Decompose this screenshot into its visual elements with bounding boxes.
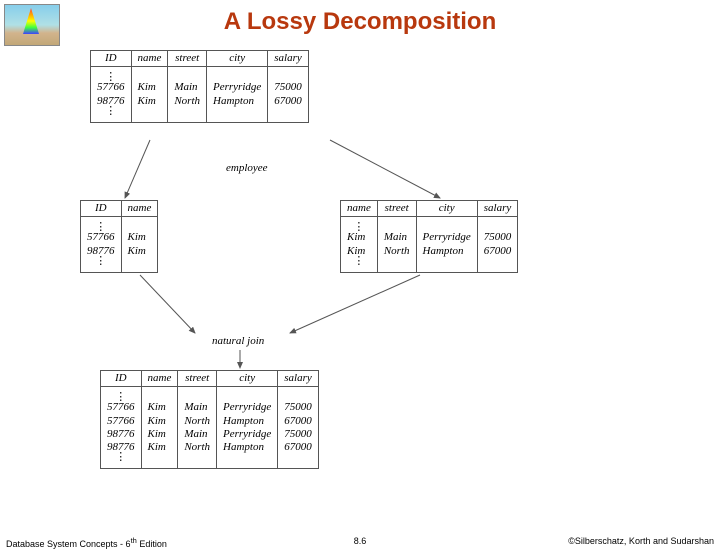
cell: 98776 [107,428,135,441]
cell: 57766 [107,401,135,414]
employee-label: employee [226,162,268,174]
cell: Perryridge [423,231,471,244]
natural-join-label: natural join [212,335,264,347]
col-salary: salary [477,201,518,217]
col-city: city [416,201,477,217]
col-salary: salary [268,51,309,67]
cell: Kim [347,231,371,244]
table-body: ⋮ 57766 57766 98776 98776 ⋮ Kim Kim Kim … [101,387,319,469]
cell: Perryridge [223,401,271,414]
decomposition-diagram: ID name street city salary ⋮ 57766 98776… [80,50,640,510]
cell: 75000 [284,401,312,414]
cell: 75000 [484,231,512,244]
table-header-row: ID name street city salary [101,371,319,387]
vdots-icon: ⋮ [97,108,125,115]
cell: Hampton [223,441,271,454]
cell: North [184,415,210,428]
right-table: name street city salary ⋮ Kim Kim ⋮ Main… [340,200,518,273]
table-header-row: name street city salary [341,201,518,217]
cell: Hampton [223,415,271,428]
col-street: street [178,371,217,387]
vdots-icon: ⋮ [107,394,135,401]
table-body: ⋮ 57766 98776 ⋮ Kim Kim [81,217,158,273]
left-table-wrap: ID name ⋮ 57766 98776 ⋮ Kim Kim [80,200,158,273]
cell: Main [174,81,200,94]
cell: Kim [148,401,172,414]
cell: 67000 [274,95,302,108]
cell: Kim [148,441,172,454]
vdots-icon: ⋮ [87,258,115,265]
cell: Kim [148,415,172,428]
cell: Perryridge [223,428,271,441]
vdots-icon: ⋮ [97,74,125,81]
employee-table-wrap: ID name street city salary ⋮ 57766 98776… [90,50,309,123]
cell: Main [384,231,410,244]
footer-right: ©Silberschatz, Korth and Sudarshan [568,536,714,546]
table-body: ⋮ Kim Kim ⋮ Main North Perryridge Hampto… [341,217,518,273]
cell: North [174,95,200,108]
cell: 57766 [87,231,115,244]
cell: Kim [138,95,162,108]
col-id: ID [81,201,122,217]
col-name: name [121,201,158,217]
cell: Main [184,401,210,414]
cell: Kim [128,245,152,258]
cell: Kim [128,231,152,244]
cell: Perryridge [213,81,261,94]
cell: 75000 [284,428,312,441]
employee-table: ID name street city salary ⋮ 57766 98776… [90,50,309,123]
slide-title: A Lossy Decomposition [0,8,720,36]
result-table: ID name street city salary ⋮ 57766 57766… [100,370,319,469]
cell: 57766 [107,415,135,428]
vdots-icon: ⋮ [347,258,371,265]
col-city: city [207,51,268,67]
cell: Hampton [213,95,261,108]
cell: 67000 [284,441,312,454]
col-salary: salary [278,371,319,387]
cell: Hampton [423,245,471,258]
col-street: street [377,201,416,217]
vdots-icon: ⋮ [87,224,115,231]
cell: Kim [148,428,172,441]
col-name: name [341,201,378,217]
table-body: ⋮ 57766 98776 ⋮ Kim Kim Main North [91,67,309,123]
cell: 67000 [284,415,312,428]
cell: 57766 [97,81,125,94]
col-id: ID [101,371,142,387]
cell: North [384,245,410,258]
cell: 67000 [484,245,512,258]
vdots-icon: ⋮ [347,224,371,231]
col-city: city [217,371,278,387]
result-table-wrap: ID name street city salary ⋮ 57766 57766… [100,370,319,469]
cell: North [184,441,210,454]
col-id: ID [91,51,132,67]
table-header-row: ID name [81,201,158,217]
col-name: name [131,51,168,67]
vdots-icon: ⋮ [107,454,135,461]
cell: Main [184,428,210,441]
cell: Kim [138,81,162,94]
right-table-wrap: name street city salary ⋮ Kim Kim ⋮ Main… [340,200,518,273]
table-header-row: ID name street city salary [91,51,309,67]
col-name: name [141,371,178,387]
left-table: ID name ⋮ 57766 98776 ⋮ Kim Kim [80,200,158,273]
cell: 75000 [274,81,302,94]
col-street: street [168,51,207,67]
